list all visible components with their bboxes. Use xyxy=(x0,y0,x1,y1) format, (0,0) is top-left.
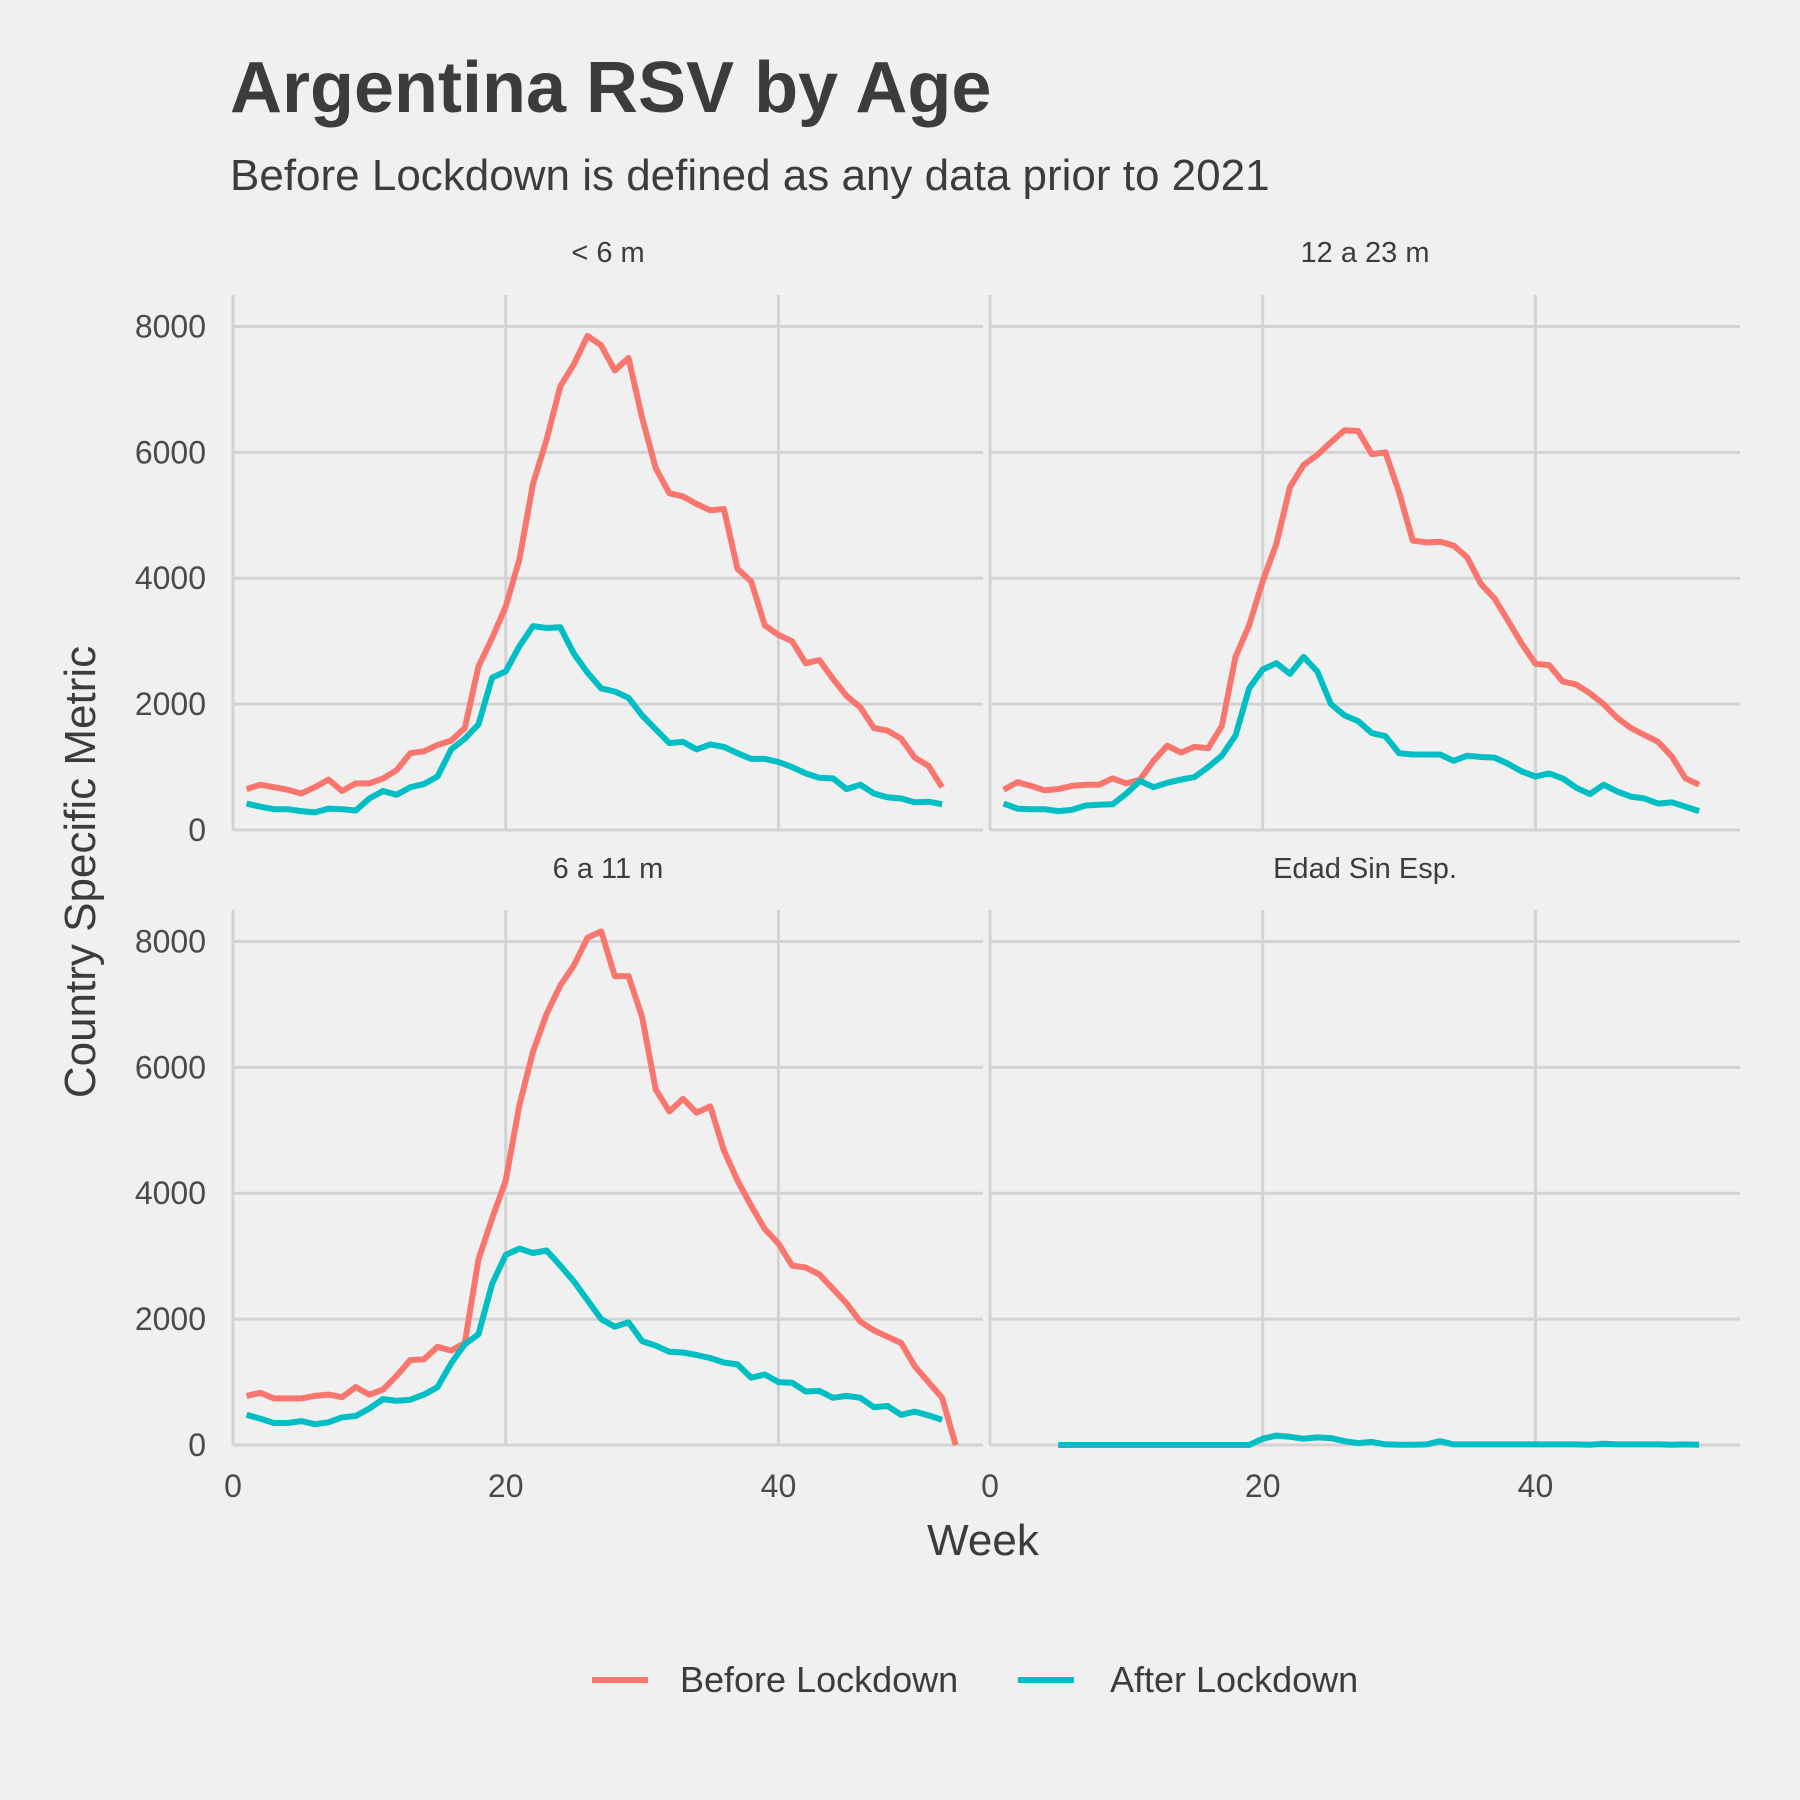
y-axis-title: Country Specific Metric xyxy=(56,646,105,1098)
chart-title: Argentina RSV by Age xyxy=(230,48,991,128)
x-tick-label: 40 xyxy=(1518,1468,1554,1504)
x-tick-label: 0 xyxy=(224,1468,242,1504)
facet-strip-label: 6 a 11 m xyxy=(553,853,664,885)
x-tick-label: 0 xyxy=(981,1468,999,1504)
after-lockdown-line xyxy=(245,623,943,816)
x-tick-label: 40 xyxy=(761,1468,797,1504)
facet-strip-label: Edad Sin Esp. xyxy=(1273,853,1457,885)
facet-strip-label: 12 a 23 m xyxy=(1301,237,1430,269)
y-tick-label: 2000 xyxy=(135,686,206,722)
y-tick-label: 4000 xyxy=(135,1175,206,1211)
legend-after-lockdown-label: After Lockdown xyxy=(1110,1659,1358,1700)
legend-before-lockdown-label: Before Lockdown xyxy=(680,1659,958,1700)
y-tick-label: 8000 xyxy=(135,308,206,344)
x-axis-title: Week xyxy=(927,1516,1040,1565)
facet-panel: < 6 m 0 2000 4000 6000 8000 xyxy=(135,237,983,848)
facet-panel: 6 a 11 m 0 2000 4000 6000 8000 0 20 40 xyxy=(135,853,983,1504)
y-tick-label: 0 xyxy=(188,812,206,848)
facet-panel: Edad Sin Esp. 0 20 40 xyxy=(981,853,1740,1504)
x-tick-label: 20 xyxy=(1245,1468,1281,1504)
facet-strip-label: < 6 m xyxy=(571,237,644,269)
y-tick-label: 6000 xyxy=(135,434,206,470)
after-lockdown-line xyxy=(1002,653,1701,815)
y-tick-label: 2000 xyxy=(135,1301,206,1337)
before-lockdown-line xyxy=(1002,427,1701,794)
before-lockdown-line xyxy=(245,928,959,1446)
chart-subtitle: Before Lockdown is defined as any data p… xyxy=(230,151,1270,200)
after-lockdown-line xyxy=(1058,1432,1700,1448)
x-tick-label: 20 xyxy=(488,1468,524,1504)
legend: Before Lockdown After Lockdown xyxy=(592,1659,1358,1700)
y-tick-label: 8000 xyxy=(135,923,206,959)
after-lockdown-line xyxy=(245,1245,944,1428)
y-tick-label: 4000 xyxy=(135,560,206,596)
before-lockdown-line xyxy=(245,332,945,797)
facet-panel: 12 a 23 m xyxy=(988,237,1740,832)
y-tick-label: 0 xyxy=(188,1427,206,1463)
y-tick-label: 6000 xyxy=(135,1049,206,1085)
